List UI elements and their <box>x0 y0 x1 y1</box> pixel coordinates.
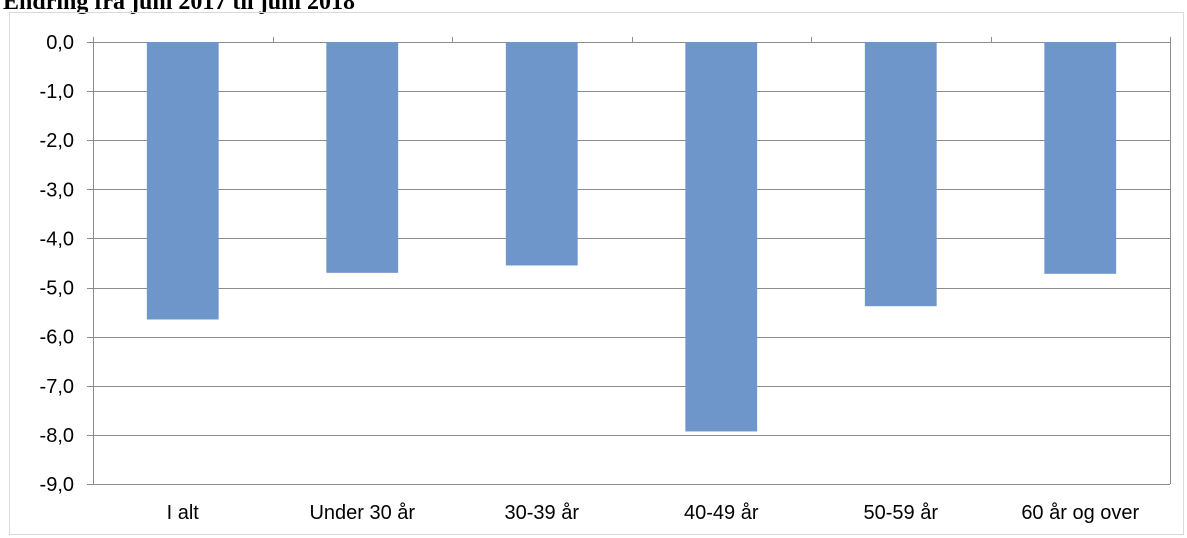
y-tick-label: -8,0 <box>40 425 74 447</box>
bar-4 <box>685 42 758 432</box>
y-tick-label: -4,0 <box>40 228 74 250</box>
bar-6 <box>1044 42 1117 274</box>
x-tick-label: 50-59 år <box>864 502 939 524</box>
y-tick-label: -7,0 <box>40 376 74 398</box>
y-axis-tick-labels: 0,0 -1,0 -2,0 -3,0 -4,0 -5,0 -6,0 -7,0 -8,0 -9,0 <box>40 32 74 496</box>
x-tick-label: 60 år og over <box>1021 502 1139 524</box>
chart-frame <box>9 12 1184 535</box>
bars <box>146 42 1117 432</box>
chart-title: Endring fra juni 2017 til juni 2018 <box>3 0 356 15</box>
y-tick-label: -1,0 <box>40 81 74 103</box>
y-tick-label: -3,0 <box>40 179 74 201</box>
bar-1 <box>146 42 219 320</box>
bar-3 <box>505 42 578 266</box>
axes <box>87 37 1171 485</box>
x-tick-label: 30-39 år <box>505 502 580 524</box>
y-tick-label: -2,0 <box>40 130 74 152</box>
bar-2 <box>326 42 399 273</box>
x-tick-label: Under 30 år <box>309 502 415 524</box>
x-tick-label: 40-49 år <box>684 502 759 524</box>
y-tick-label: -5,0 <box>40 278 74 300</box>
gridlines <box>93 42 1170 485</box>
bar-5 <box>864 42 937 307</box>
y-tick-label: -9,0 <box>40 474 74 496</box>
x-tick-label: I alt <box>167 502 200 524</box>
y-tick-label: -6,0 <box>40 327 74 349</box>
x-axis-tick-labels: I alt Under 30 år 30-39 år 40-49 år 50-59 år… <box>167 502 1140 524</box>
y-tick-label: 0,0 <box>46 32 74 54</box>
